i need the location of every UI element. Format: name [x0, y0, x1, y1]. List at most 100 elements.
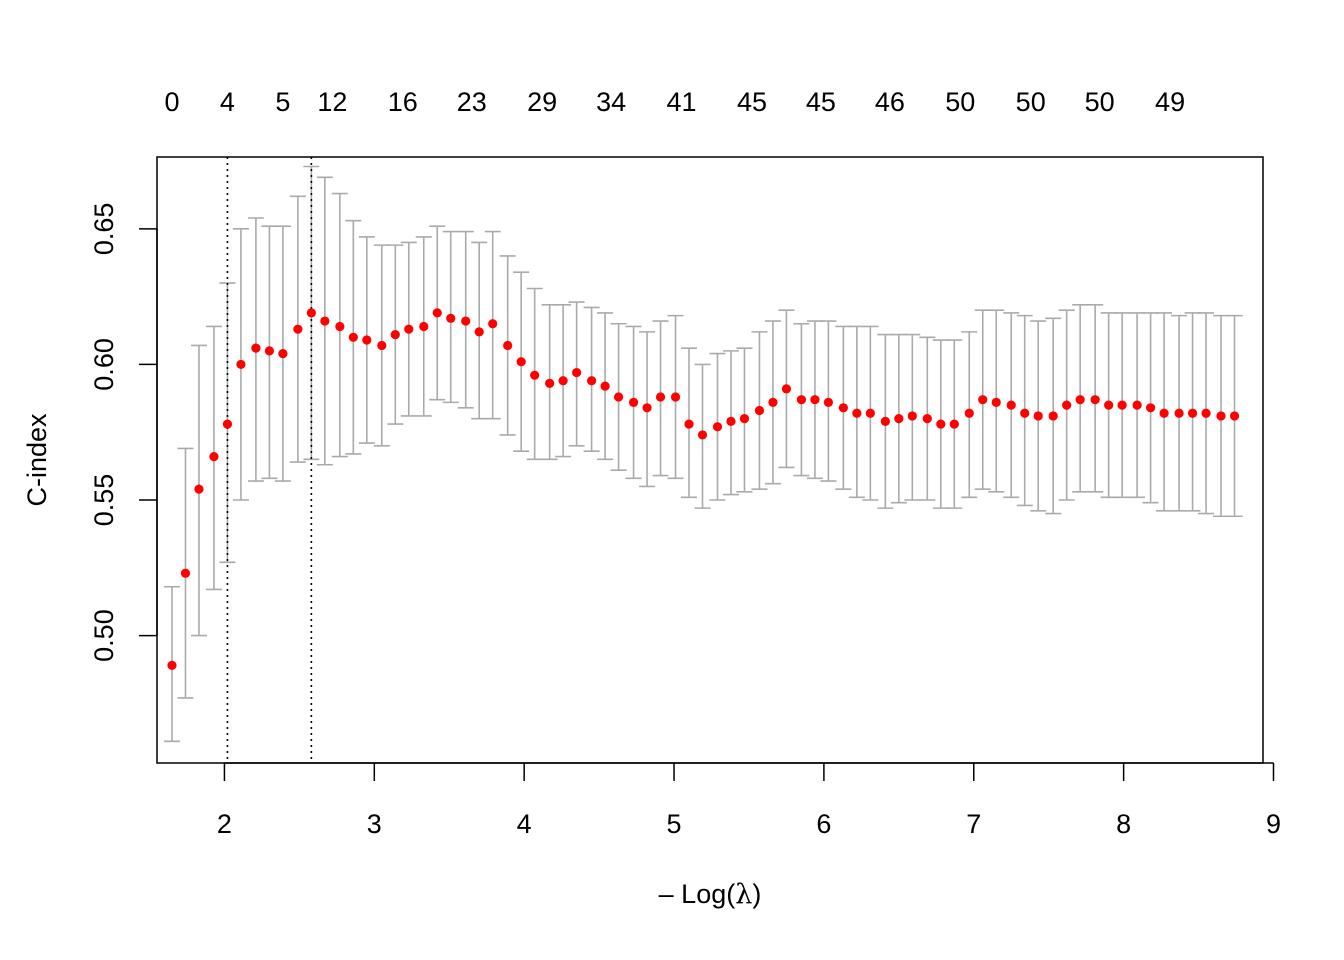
- data-point: [823, 397, 833, 407]
- data-point: [964, 408, 974, 418]
- data-point: [880, 416, 890, 426]
- data-point: [1062, 400, 1072, 410]
- data-point: [488, 319, 498, 329]
- top-tick-label: 45: [737, 87, 767, 117]
- data-point: [461, 316, 471, 326]
- data-point: [293, 324, 303, 334]
- data-point: [362, 335, 372, 345]
- data-point: [600, 381, 610, 391]
- data-point: [572, 367, 582, 378]
- data-point: [991, 397, 1001, 407]
- data-point: [377, 340, 387, 351]
- data-points: [167, 308, 1240, 670]
- data-point: [446, 313, 456, 323]
- error-bars: [163, 165, 1243, 743]
- data-point: [1033, 411, 1043, 421]
- data-point: [613, 392, 624, 402]
- x-axis-title-prefix: – Log(: [659, 879, 736, 909]
- data-point: [404, 324, 414, 334]
- data-point: [1146, 403, 1156, 413]
- x-tick-label: 4: [517, 809, 532, 839]
- data-point: [167, 660, 177, 670]
- data-point: [222, 419, 233, 429]
- data-point: [419, 321, 429, 332]
- data-point: [1187, 408, 1198, 418]
- data-point: [684, 419, 694, 429]
- x-tick-label: 6: [816, 809, 831, 839]
- data-point: [1090, 395, 1100, 405]
- data-point: [1216, 411, 1226, 421]
- data-point: [180, 568, 191, 578]
- data-point: [796, 395, 807, 405]
- top-tick-label: 50: [945, 87, 975, 117]
- y-tick-label: 0.55: [89, 474, 119, 527]
- data-point: [1020, 408, 1030, 418]
- x-axis: 2 3 4 5 6 7 8 9: [217, 762, 1281, 839]
- top-tick-label: 49: [1155, 87, 1185, 117]
- top-tick-label: 0: [164, 87, 179, 117]
- data-point: [1075, 395, 1085, 405]
- data-point: [320, 316, 330, 326]
- top-tick-label: 46: [875, 87, 905, 117]
- top-tick-label: 50: [1016, 87, 1046, 117]
- data-point: [503, 340, 513, 351]
- data-point: [852, 408, 862, 418]
- top-tick-label: 41: [667, 87, 697, 117]
- data-point: [894, 414, 904, 424]
- data-point: [697, 430, 708, 440]
- data-point: [1104, 400, 1114, 410]
- x-axis-title: – Log(λ): [659, 879, 762, 910]
- data-point: [1201, 408, 1211, 418]
- data-point: [194, 484, 204, 494]
- data-point: [264, 346, 274, 356]
- data-point: [712, 422, 723, 432]
- x-tick-label: 2: [217, 809, 232, 839]
- data-point: [1048, 411, 1058, 421]
- data-point: [432, 308, 442, 318]
- data-point: [754, 405, 765, 416]
- x-axis-title-suffix: ): [752, 879, 761, 909]
- y-tick-label: 0.60: [89, 338, 119, 391]
- top-tick-label: 23: [457, 87, 487, 117]
- data-point: [236, 359, 246, 370]
- data-point: [530, 370, 540, 380]
- data-point: [209, 452, 219, 462]
- data-point: [810, 395, 820, 405]
- data-point: [642, 403, 652, 413]
- y-axis: 0.50 0.55 0.60 0.65: [89, 203, 158, 662]
- data-point: [1174, 408, 1184, 418]
- y-axis-title: C-index: [22, 413, 52, 507]
- x-tick-label: 3: [367, 809, 382, 839]
- x-tick-label: 7: [966, 809, 981, 839]
- top-tick-label: 29: [527, 87, 557, 117]
- data-point: [907, 411, 917, 421]
- data-point: [838, 403, 848, 413]
- data-point: [978, 395, 988, 405]
- top-tick-label: 34: [596, 87, 626, 117]
- data-point: [335, 321, 345, 332]
- data-point: [726, 416, 736, 426]
- data-point: [278, 348, 288, 359]
- data-point: [670, 392, 681, 402]
- x-axis-title-lambda: λ: [735, 879, 752, 910]
- data-point: [628, 397, 639, 407]
- data-point: [655, 392, 666, 402]
- x-tick-label: 9: [1266, 809, 1281, 839]
- top-tick-label: 45: [806, 87, 836, 117]
- y-tick-label: 0.65: [89, 203, 119, 256]
- lambda-reference-lines: [226, 157, 313, 763]
- data-point: [306, 308, 316, 318]
- plot-frame: [156, 156, 1264, 764]
- data-point: [768, 397, 778, 407]
- data-point: [390, 329, 400, 340]
- x-tick-label: 8: [1116, 809, 1131, 839]
- data-point: [781, 384, 792, 394]
- data-point: [348, 332, 358, 342]
- data-point: [1229, 411, 1240, 421]
- data-point: [516, 357, 526, 367]
- data-point: [558, 376, 568, 386]
- data-point: [587, 376, 597, 386]
- x-tick-label: 5: [667, 809, 682, 839]
- data-point: [545, 378, 555, 389]
